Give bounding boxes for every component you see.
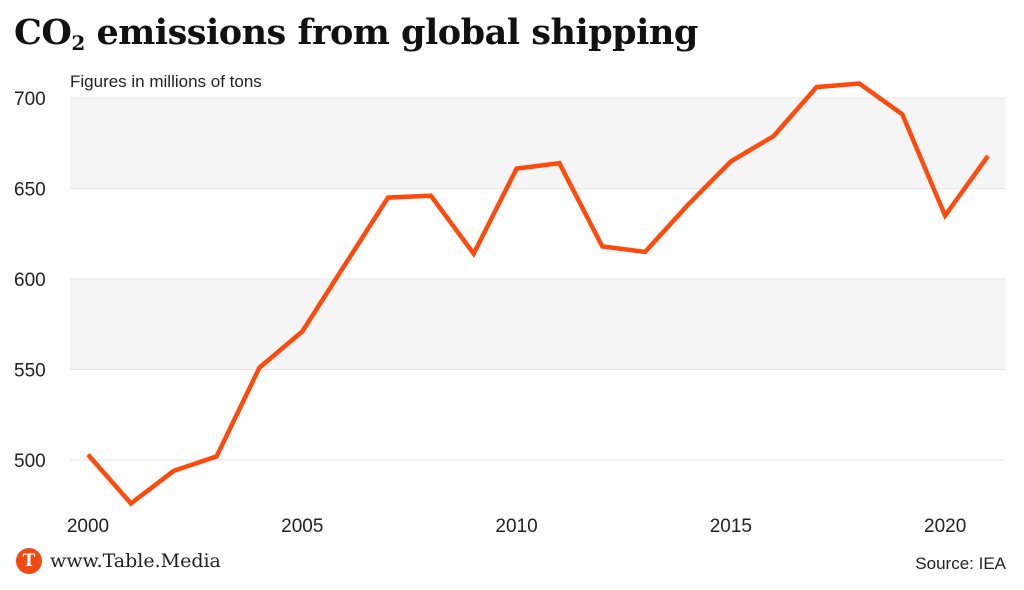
chart-subtitle: Figures in millions of tons bbox=[70, 72, 262, 91]
y-tick-label: 650 bbox=[14, 180, 46, 201]
y-tick-label: 600 bbox=[14, 270, 46, 291]
y-tick-label: 500 bbox=[14, 451, 46, 472]
series-line bbox=[86, 81, 990, 507]
x-tick-label: 2000 bbox=[67, 516, 109, 537]
title-subscript: 2 bbox=[71, 31, 85, 55]
x-tick-label: 2020 bbox=[924, 516, 966, 537]
shaded-bands bbox=[70, 98, 1005, 370]
x-tick-label: 2015 bbox=[710, 516, 752, 537]
shaded-band bbox=[70, 279, 1005, 370]
x-tick-label: 2010 bbox=[495, 516, 537, 537]
title-prefix: CO bbox=[14, 12, 72, 53]
table-media-logo-icon: T bbox=[16, 548, 42, 574]
brand: T www.Table.Media bbox=[16, 548, 221, 574]
site-url[interactable]: www.Table.Media bbox=[50, 550, 221, 572]
title-suffix: emissions from global shipping bbox=[84, 12, 698, 53]
x-tick-label: 2005 bbox=[281, 516, 323, 537]
source-note: Source: IEA bbox=[915, 554, 1006, 573]
x-axis: 2000 2005 2010 2015 2020 bbox=[67, 516, 966, 537]
shaded-band bbox=[70, 98, 1005, 189]
y-tick-label: 550 bbox=[14, 361, 46, 382]
y-axis: 500 550 600 650 700 bbox=[14, 89, 46, 472]
chart-title: CO2 emissions from global shipping bbox=[14, 12, 698, 55]
data-series bbox=[86, 81, 990, 507]
y-tick-label: 700 bbox=[14, 89, 46, 110]
gridlines bbox=[70, 97, 1005, 461]
